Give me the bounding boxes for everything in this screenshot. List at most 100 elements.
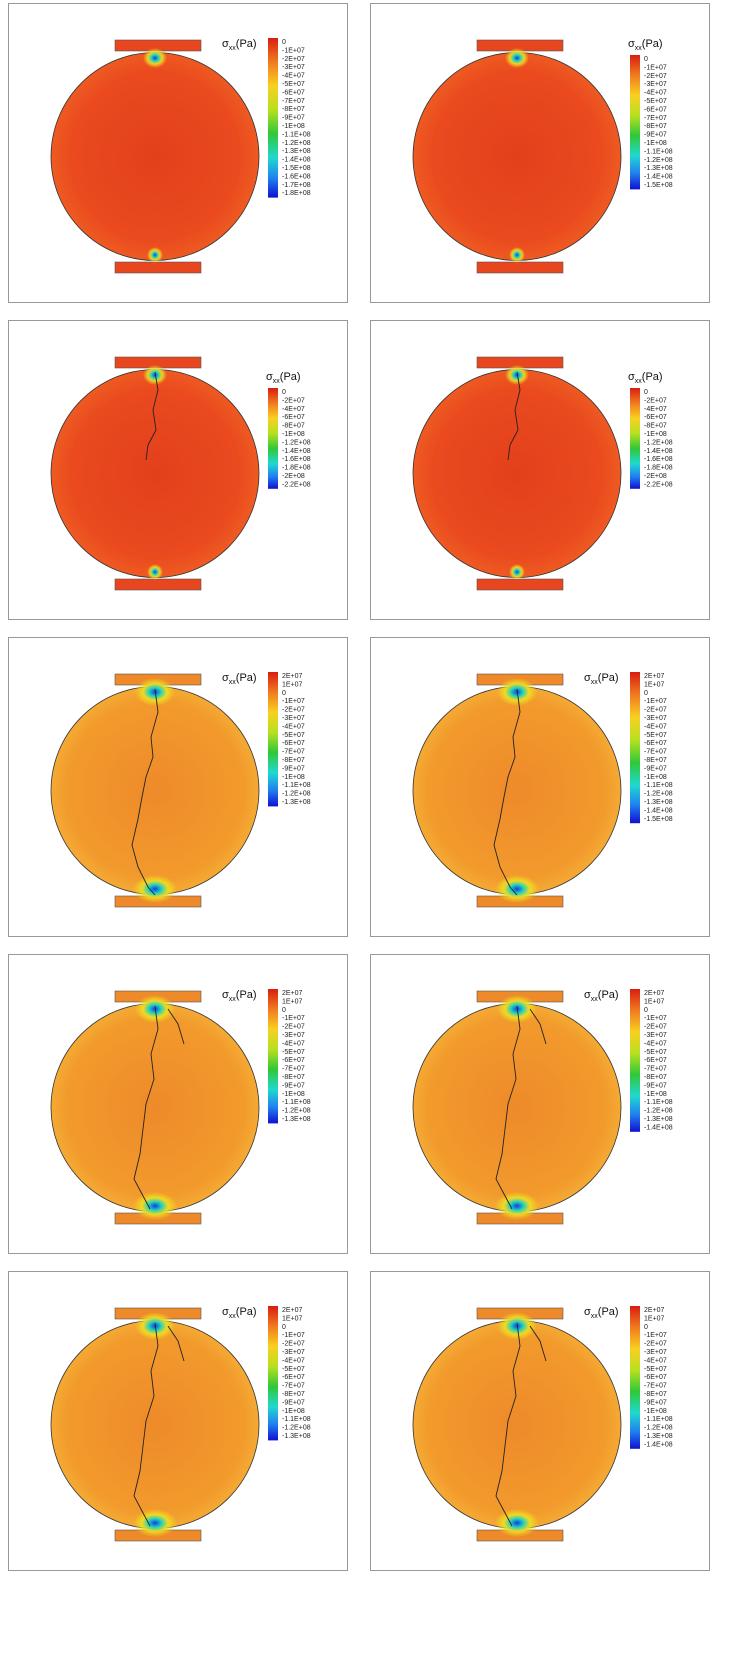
specimen-disk — [51, 53, 259, 261]
legend-label: -8E+07 — [644, 123, 667, 130]
figure: σxx(Pa)0-1E+07-2E+07-3E+07-4E+07-5E+07-6… — [0, 0, 745, 1665]
legend-title: σxx(Pa) — [222, 38, 257, 52]
legend-label: -1.8E+08 — [644, 465, 673, 472]
legend-label: -1.8E+08 — [282, 190, 311, 197]
legend-label: -1.4E+08 — [282, 157, 311, 164]
specimen-disk — [413, 1004, 621, 1212]
legend-label: -1E+07 — [644, 64, 667, 71]
legend-label: -5E+07 — [282, 81, 305, 88]
panel: σxx(Pa)2E+071E+070-1E+07-2E+07-3E+07-4E+… — [9, 1272, 348, 1571]
legend-label: -1.6E+08 — [282, 173, 311, 180]
legend-label: -3E+07 — [282, 1032, 305, 1039]
legend-label: -1E+08 — [282, 431, 305, 438]
legend-label: 0 — [282, 1007, 286, 1014]
legend-label: -1.1E+08 — [644, 148, 673, 155]
legend-label: -1.4E+08 — [644, 1124, 673, 1131]
panel: σxx(Pa)0-1E+07-2E+07-3E+07-4E+07-5E+07-6… — [371, 4, 710, 303]
legend-label: -1E+07 — [282, 47, 305, 54]
legend-label: -1.4E+08 — [644, 174, 673, 181]
legend-label: -2E+07 — [282, 56, 305, 63]
legend-label: -1.4E+08 — [282, 448, 311, 455]
stress-concentration — [495, 1192, 539, 1220]
stress-concentration — [143, 365, 167, 385]
panel: σxx(Pa)0-2E+07-4E+07-6E+07-8E+07-1E+08-1… — [371, 321, 710, 620]
legend-label: -1.3E+08 — [644, 165, 673, 172]
colorbar — [268, 672, 278, 806]
legend-title: σxx(Pa) — [222, 989, 257, 1003]
legend-label: -1.2E+08 — [644, 791, 673, 798]
legend-label: -7E+07 — [644, 1383, 667, 1390]
legend-label: -1.1E+08 — [644, 782, 673, 789]
legend-label: -1.4E+08 — [644, 448, 673, 455]
legend-label: -1E+08 — [644, 1091, 667, 1098]
legend-title: σxx(Pa) — [584, 1306, 619, 1320]
legend-label: -8E+07 — [282, 1074, 305, 1081]
colorbar — [268, 1306, 278, 1440]
legend-label: 2E+07 — [282, 1307, 303, 1314]
legend-label: -1.2E+08 — [644, 439, 673, 446]
colorbar — [630, 388, 640, 489]
specimen-disk — [51, 1321, 259, 1529]
stress-concentration — [495, 875, 539, 903]
panel: σxx(Pa)0-1E+07-2E+07-3E+07-4E+07-5E+07-6… — [9, 4, 348, 303]
legend-label: -6E+07 — [644, 740, 667, 747]
stress-concentration — [143, 48, 167, 68]
legend-label: -7E+07 — [282, 1066, 305, 1073]
legend-label: -9E+07 — [644, 1082, 667, 1089]
legend-label: -5E+07 — [644, 732, 667, 739]
legend-label: -1E+07 — [282, 1332, 305, 1339]
legend-label: -4E+07 — [644, 1040, 667, 1047]
legend-label: -2E+07 — [644, 397, 667, 404]
colorbar — [630, 55, 640, 189]
loading-plate — [115, 579, 201, 590]
legend-unit: (Pa) — [236, 38, 257, 50]
legend-label: 0 — [644, 1007, 648, 1014]
legend-label: -2E+07 — [282, 1341, 305, 1348]
legend-label: -3E+07 — [282, 64, 305, 71]
legend-label: -1.3E+08 — [282, 148, 311, 155]
stress-concentration — [505, 48, 529, 68]
legend-label: -7E+07 — [282, 1383, 305, 1390]
legend-label: -3E+07 — [644, 1349, 667, 1356]
legend-label: -1E+07 — [644, 1332, 667, 1339]
legend-label: 0 — [282, 389, 286, 396]
legend-label: -1.5E+08 — [282, 165, 311, 172]
legend-label: -1E+08 — [282, 123, 305, 130]
legend-label: -7E+07 — [644, 115, 667, 122]
legend-label: -1E+07 — [282, 1015, 305, 1022]
legend-label: 1E+07 — [644, 998, 665, 1005]
legend-label: -2E+07 — [282, 1024, 305, 1031]
legend-label: -8E+07 — [644, 757, 667, 764]
legend-unit: (Pa) — [642, 38, 663, 50]
panel: σxx(Pa)2E+071E+070-1E+07-2E+07-3E+07-4E+… — [371, 955, 710, 1254]
legend-label: -1.2E+08 — [644, 157, 673, 164]
legend-unit: (Pa) — [598, 1306, 619, 1318]
legend-label: -4E+07 — [644, 406, 667, 413]
legend-label: -6E+07 — [644, 1057, 667, 1064]
legend-label: -1.3E+08 — [644, 799, 673, 806]
legend-label: -7E+07 — [282, 98, 305, 105]
legend-label: -1.4E+08 — [644, 1441, 673, 1448]
legend-label: -1E+08 — [644, 774, 667, 781]
legend-label: -1.3E+08 — [644, 1433, 673, 1440]
legend-unit: (Pa) — [642, 371, 663, 383]
stress-concentration — [509, 564, 525, 580]
legend-label: -1.3E+08 — [644, 1116, 673, 1123]
loading-plate — [115, 262, 201, 273]
legend-label: -1.5E+08 — [644, 816, 673, 823]
loading-plate — [477, 262, 563, 273]
legend-label: -8E+07 — [282, 423, 305, 430]
legend-label: -4E+07 — [644, 90, 667, 97]
legend-label: -2E+07 — [282, 707, 305, 714]
colorbar — [268, 989, 278, 1123]
legend-label: 0 — [282, 1324, 286, 1331]
legend-label: -1.1E+08 — [282, 782, 311, 789]
legend-label: 0 — [644, 1324, 648, 1331]
legend-label: -1.2E+08 — [282, 1108, 311, 1115]
legend-label: 2E+07 — [282, 990, 303, 997]
legend-label: -4E+07 — [644, 723, 667, 730]
legend-label: -7E+07 — [644, 1066, 667, 1073]
legend-label: -8E+07 — [644, 1074, 667, 1081]
colorbar — [630, 989, 640, 1132]
legend-label: -9E+07 — [282, 115, 305, 122]
